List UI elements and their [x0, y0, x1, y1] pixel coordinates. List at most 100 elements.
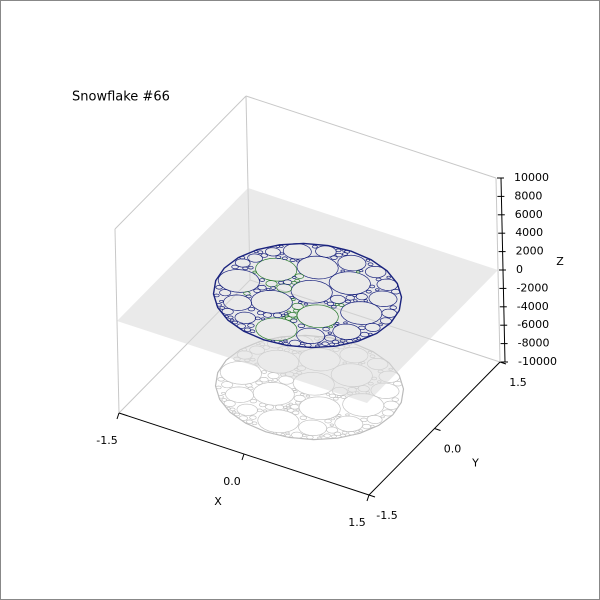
circle [365, 258, 371, 262]
circle [225, 386, 255, 403]
circle [330, 304, 337, 309]
circle [265, 287, 271, 291]
circle [234, 258, 251, 268]
circle [348, 431, 356, 436]
circle [336, 395, 342, 398]
circle [345, 413, 350, 417]
circle [298, 419, 328, 436]
circle [283, 279, 293, 285]
circle [260, 253, 268, 258]
circle [278, 281, 284, 285]
circle [340, 433, 346, 438]
circle [288, 402, 294, 406]
circle [252, 270, 257, 274]
circle [247, 306, 256, 312]
circle [262, 409, 268, 413]
circle [249, 398, 258, 404]
circle [272, 378, 279, 382]
circle [221, 381, 234, 389]
circle [367, 262, 374, 267]
circle [257, 409, 300, 434]
circle [340, 301, 383, 325]
circle [369, 284, 376, 289]
circle [290, 279, 333, 304]
z-tick-label: -4000 [517, 300, 549, 313]
circle [324, 418, 332, 424]
circle [293, 316, 299, 320]
circle [335, 252, 343, 258]
circle [324, 334, 337, 342]
circle [258, 402, 267, 408]
circle [315, 245, 337, 258]
z-tick-label: 2000 [516, 245, 544, 258]
circle [297, 323, 305, 328]
circle [358, 429, 363, 433]
circle [356, 337, 361, 341]
snowflake [212, 242, 403, 349]
circle [295, 259, 301, 263]
circle [383, 400, 400, 410]
circle [221, 398, 228, 402]
y-tick [368, 494, 376, 498]
circle [296, 304, 339, 329]
x-tick-label: 0.0 [223, 475, 241, 488]
circle [255, 257, 298, 282]
circle [291, 298, 296, 301]
circle [360, 331, 370, 338]
circle [380, 415, 385, 419]
circle [389, 305, 397, 310]
circle [226, 406, 231, 410]
circle [223, 400, 236, 407]
circle [381, 308, 398, 318]
circle [358, 325, 366, 331]
circle [231, 264, 239, 270]
x-axis-label: X [214, 495, 222, 508]
x-tick-label: -1.5 [96, 434, 117, 447]
circle [223, 294, 253, 311]
circle [365, 289, 372, 294]
circle [343, 321, 348, 325]
circle [328, 325, 334, 329]
y-tick [434, 428, 441, 431]
circle [333, 431, 342, 437]
circle [322, 326, 330, 332]
circle [270, 286, 277, 290]
y-axis-label: Y [471, 457, 479, 470]
circle [231, 410, 237, 414]
circle [379, 317, 392, 325]
circle [276, 283, 293, 293]
circle [290, 404, 300, 410]
circle [238, 415, 248, 421]
circle [317, 342, 322, 346]
circle [364, 265, 387, 279]
circle [259, 376, 269, 383]
circle [298, 396, 341, 421]
circle [337, 254, 367, 272]
z-tick-label: 4000 [515, 226, 543, 239]
circle [247, 386, 254, 391]
x-tick [241, 453, 245, 461]
circle [280, 433, 286, 436]
circle [281, 316, 286, 320]
x-tick [116, 412, 120, 420]
circle [294, 273, 305, 279]
circle [239, 255, 246, 260]
circle [250, 290, 293, 314]
circle [247, 265, 254, 270]
circle [247, 323, 255, 328]
circle [274, 404, 285, 410]
circle [283, 408, 288, 412]
circle [272, 431, 278, 435]
circle [358, 269, 364, 273]
z-tick-label: 0 [516, 263, 523, 276]
circle [293, 394, 306, 402]
circle [329, 423, 335, 427]
circle [311, 244, 318, 249]
circle [285, 316, 293, 321]
circle [331, 339, 340, 345]
z-tick-label: -8000 [518, 337, 550, 350]
circle [340, 269, 345, 273]
circle [224, 314, 229, 318]
circle [293, 390, 298, 393]
